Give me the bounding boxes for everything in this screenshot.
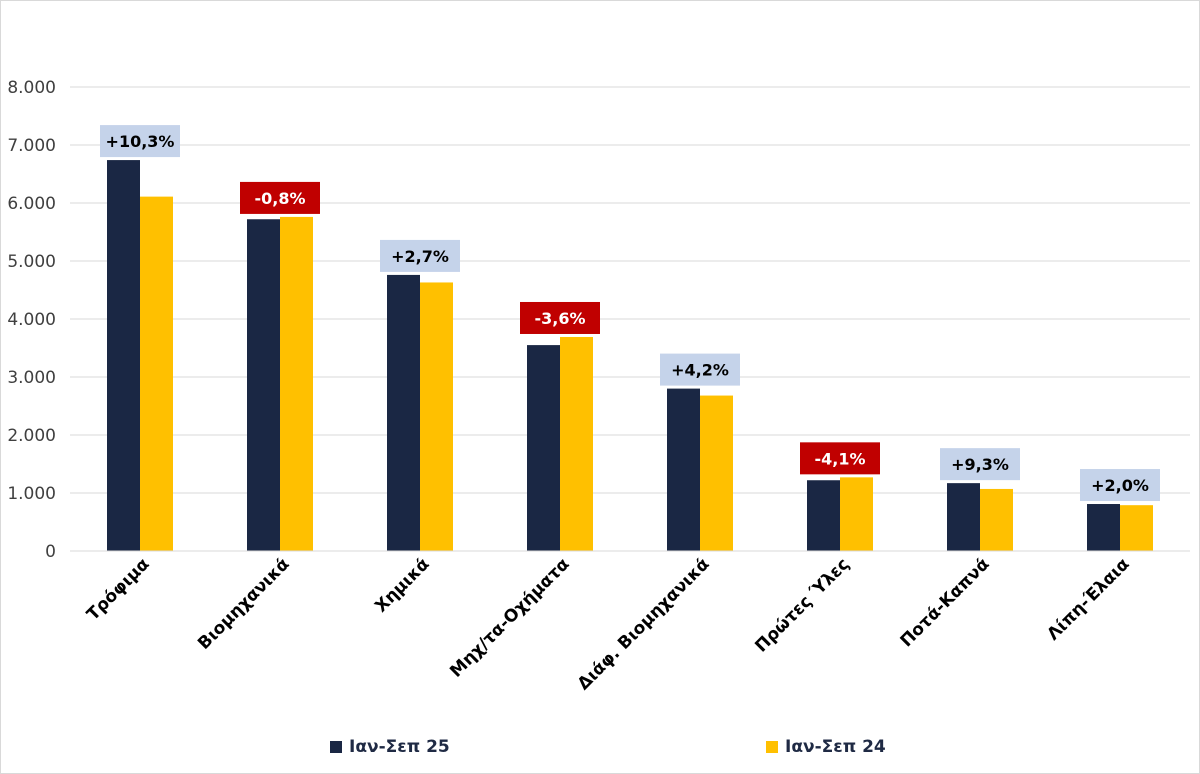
change-label: +9,3% (940, 448, 1020, 481)
bar-series-2 (980, 488, 1013, 551)
bar-series-2 (280, 216, 313, 552)
bar-chart: 0 1.000 2.000 3.000 4.000 5.000 6.000 7.000 8.00… (7, 78, 1190, 694)
change-label-box (380, 239, 460, 272)
bar-series-1 (807, 480, 840, 551)
x-category-label: Μηχ/τα-Οχήματα (446, 554, 573, 681)
legend-label-series-1: Ιαν-Σεπ 25 (349, 737, 450, 757)
change-label-text: +4,2% (671, 361, 729, 380)
change-label-text: -4,1% (814, 449, 865, 468)
change-label-text: +10,3% (106, 132, 175, 151)
change-label-text: -0,8% (254, 189, 305, 208)
bar-series-2 (140, 196, 173, 551)
change-label-box (940, 448, 1020, 481)
bar-series-2 (700, 395, 733, 551)
bar-series-1 (107, 160, 140, 551)
y-tick-label: 4.000 (7, 310, 56, 330)
bar-series-2 (1120, 505, 1153, 551)
legend-swatch-series-1 (330, 741, 342, 753)
change-label: +2,0% (1080, 469, 1160, 502)
bar-series-1 (527, 345, 560, 551)
bar-series-1 (247, 219, 280, 552)
change-label-text: +2,7% (391, 247, 449, 266)
bar-series-2 (420, 282, 453, 551)
change-label-text: +9,3% (951, 455, 1009, 474)
y-tick-label: 3.000 (7, 368, 56, 388)
change-labels: +10,3% -0,8% +2,7% -3,6% +4,2% -4,1% +9,3% +2,0… (100, 125, 1160, 502)
change-label-box (1080, 469, 1160, 502)
change-label: -4,1% (800, 442, 880, 475)
x-category-label: Λίπη-Έλαια (1043, 554, 1133, 644)
y-tick-label: 2.000 (7, 426, 56, 446)
change-label: +2,7% (380, 239, 460, 272)
change-label: +4,2% (660, 353, 740, 386)
x-category-label: Χημικά (371, 554, 433, 616)
x-axis: Τρόφιμα Βιομηχανικά Χημικά Μηχ/τα-Οχήματα Δι… (70, 550, 1190, 694)
legend-label-series-2: Ιαν-Σεπ 24 (785, 737, 886, 757)
change-label-box (660, 353, 740, 386)
legend-item-series-2: Ιαν-Σεπ 24 (766, 736, 886, 758)
y-tick-label: 6.000 (7, 194, 56, 214)
x-category-label: Ποτά-Καπνά (897, 554, 994, 651)
change-label-box (240, 181, 320, 214)
y-tick-label: 1.000 (7, 484, 56, 504)
y-tick-label: 7.000 (7, 136, 56, 156)
change-label-box (800, 442, 880, 475)
x-category-label: Διάφ. Βιομηχανικά (574, 554, 714, 694)
change-label: -0,8% (240, 181, 320, 214)
change-label-box (100, 125, 180, 158)
change-label: +10,3% (100, 125, 180, 158)
legend-swatch-series-2 (766, 741, 778, 753)
y-tick-label: 0 (45, 542, 56, 562)
gridlines (70, 86, 1190, 552)
x-category-label: Τρόφιμα (83, 554, 153, 624)
y-tick-label: 5.000 (7, 252, 56, 272)
change-label: -3,6% (520, 301, 600, 334)
y-axis: 0 1.000 2.000 3.000 4.000 5.000 6.000 7.000 8.00… (7, 78, 56, 562)
bar-series-2 (560, 336, 593, 551)
y-tick-label: 8.000 (7, 78, 56, 98)
x-category-label: Πρώτες Ύλες (751, 554, 853, 656)
change-label-box (520, 301, 600, 334)
bar-series-1 (1087, 504, 1120, 551)
x-category-label: Βιομηχανικά (194, 554, 293, 653)
bars (107, 160, 1153, 552)
bar-series-2 (840, 477, 873, 551)
bar-series-1 (387, 274, 420, 551)
bar-series-1 (667, 388, 700, 551)
change-label-text: +2,0% (1091, 476, 1149, 495)
bar-series-1 (947, 483, 980, 551)
change-label-text: -3,6% (534, 309, 585, 328)
legend-item-series-1: Ιαν-Σεπ 25 (330, 736, 450, 758)
